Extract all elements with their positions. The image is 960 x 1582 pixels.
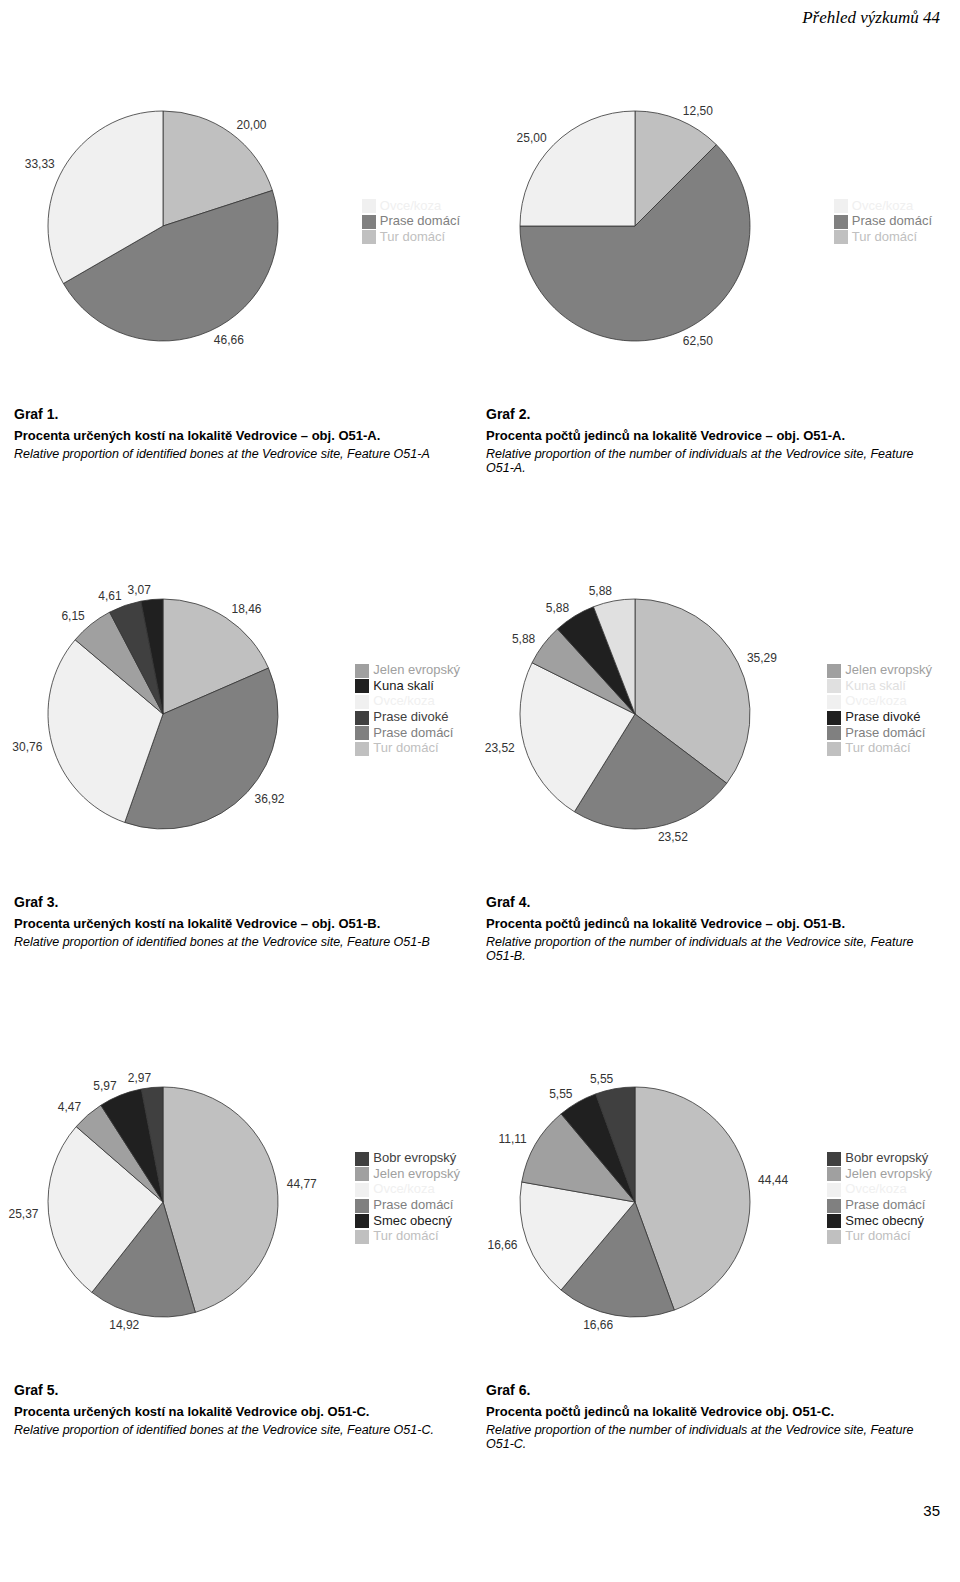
svg-text:25,00: 25,00 [517,131,547,145]
svg-text:62,50: 62,50 [683,334,713,348]
svg-text:5,88: 5,88 [589,584,613,598]
html-text:Bobr evropský: Bobr evropský [373,1150,457,1166]
html-text:Tur domácí: Tur domácí [845,1228,911,1244]
html-text:Ovce/koza: Ovce/koza [379,197,442,213]
html-text:Prase domácí: Prase domácí [373,1197,454,1212]
html-text:Bobr evropský: Bobr evropský [845,1150,929,1166]
html-text:Ovce/koza: Ovce/koza [845,1181,907,1197]
svg-text:3,07: 3,07 [128,583,152,597]
svg-text:6,15: 6,15 [61,609,85,623]
html-text:Prase divoké: Prase divoké [845,709,921,724]
html-text:Procenta určených kostí na lok: Procenta určených kostí na lokalitě Vedr… [14,1404,370,1419]
svg-text:35,29: 35,29 [747,651,777,665]
html-text:Tur domácí: Tur domácí [373,1228,439,1244]
svg-text:25,37: 25,37 [9,1207,39,1221]
html-text:Ovce/koza: Ovce/koza [373,693,435,709]
html-text:Graf 5.: Graf 5. [14,1382,59,1398]
svg-text:12,50: 12,50 [683,104,713,118]
html-text:Procenta počtů jedinců na loka: Procenta počtů jedinců na lokalitě Vedro… [486,428,845,443]
html-text:Graf 4.: Graf 4. [486,894,531,910]
html-text:Prase domácí: Prase domácí [379,213,460,229]
svg-text:44,44: 44,44 [758,1173,788,1187]
html-text:Jelen evropský: Jelen evropský [845,662,932,678]
html-text:Relative proportion of identif: Relative proportion of identified bones … [14,1423,434,1437]
html-text:Relative proportion of the num: Relative proportion of the number of ind… [486,447,914,475]
html-text:Prase divoké: Prase divoké [373,709,449,724]
html-text:Procenta počtů jedinců na loka: Procenta počtů jedinců na lokalitě Vedro… [486,1404,835,1419]
html-text:Prase domácí: Prase domácí [851,213,932,229]
svg-text:23,52: 23,52 [658,830,688,844]
svg-text:5,55: 5,55 [549,1087,573,1101]
html-text:Relative proportion of the num: Relative proportion of the number of ind… [486,935,914,963]
svg-text:5,88: 5,88 [546,601,570,615]
html-text:35: 35 [923,1502,940,1519]
svg-text:16,66: 16,66 [583,1318,613,1332]
html-text:Ovce/koza: Ovce/koza [373,1181,435,1197]
svg-text:4,47: 4,47 [58,1100,82,1114]
svg-text:5,88: 5,88 [512,632,536,646]
svg-text:30,76: 30,76 [12,740,42,754]
svg-text:36,92: 36,92 [254,792,284,806]
html-text:Procenta počtů jedinců na loka: Procenta počtů jedinců na lokalitě Vedro… [486,916,845,931]
html-text:Prase domácí: Prase domácí [373,724,454,740]
svg-text:11,11: 11,11 [499,1132,528,1146]
svg-text:18,46: 18,46 [232,602,262,616]
html-text:Graf 2.: Graf 2. [486,406,531,422]
svg-text:46,66: 46,66 [214,333,244,347]
html-text:Relative proportion of the num: Relative proportion of the number of ind… [486,1423,914,1451]
html-text:Přehled výzkumů 44: Přehled výzkumů 44 [802,8,940,27]
html-text:Relative proportion of identif: Relative proportion of identified bones … [14,935,430,949]
html-text:Smec obecný: Smec obecný [373,1212,452,1228]
svg-text:14,92: 14,92 [109,1318,139,1332]
svg-text:16,66: 16,66 [487,1238,517,1252]
html-text:Prase domácí: Prase domácí [845,724,926,740]
svg-text:4,61: 4,61 [98,589,122,603]
svg-text:2,97: 2,97 [128,1071,152,1085]
svg-text:5,55: 5,55 [590,1072,614,1086]
svg-text:5,97: 5,97 [93,1079,117,1093]
html-text:Ovce/koza: Ovce/koza [851,197,914,213]
html-text:Kuna skalí: Kuna skalí [373,677,434,693]
html-text:Prase domácí: Prase domácí [845,1197,926,1212]
svg-text:33,33: 33,33 [25,157,55,171]
html-text:Tur domácí: Tur domácí [851,228,918,244]
html-text:Kuna skalí: Kuna skalí [845,677,906,693]
html-text:Jelen evropský: Jelen evropský [845,1165,932,1181]
html-text:Relative proportion of identif: Relative proportion of identified bones … [14,447,430,461]
html-text:Ovce/koza: Ovce/koza [845,693,907,709]
html-text:Jelen evropský: Jelen evropský [373,662,460,678]
html-text:Smec obecný: Smec obecný [845,1212,924,1228]
svg-text:23,52: 23,52 [485,741,515,755]
html-text:Tur domácí: Tur domácí [373,740,439,756]
html-text:Tur domácí: Tur domácí [845,740,911,756]
html-text:Graf 3.: Graf 3. [14,894,59,910]
html-text:Tur domácí: Tur domácí [379,228,446,244]
html-text:Graf 1.: Graf 1. [14,406,59,422]
html-text:Jelen evropský: Jelen evropský [373,1165,460,1181]
svg-text:20,00: 20,00 [236,118,266,132]
html-text:Graf 6.: Graf 6. [486,1382,531,1398]
svg-text:44,77: 44,77 [287,1177,317,1191]
html-text:Procenta určených kostí na lok: Procenta určených kostí na lokalitě Vedr… [14,916,381,931]
html-text:Procenta určených kostí na lok: Procenta určených kostí na lokalitě Vedr… [14,428,381,443]
